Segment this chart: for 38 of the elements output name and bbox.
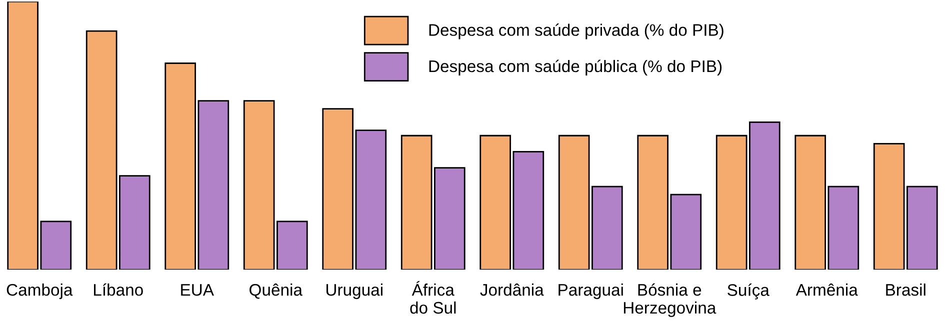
- bar: [716, 134, 748, 270]
- bar: [40, 220, 72, 270]
- bar: [119, 175, 150, 270]
- bar: [873, 142, 905, 270]
- x-tick-label: Armênia: [796, 283, 858, 296]
- bar: [7, 2, 38, 270]
- x-tick-label: Bósnia e Herzegovina: [624, 283, 716, 318]
- bar: [322, 108, 354, 270]
- bar: [558, 134, 590, 270]
- bar: [592, 186, 623, 270]
- x-tick-label: Quênia: [250, 283, 302, 299]
- x-tick-label: Camboja: [6, 284, 73, 300]
- bar: [637, 134, 668, 270]
- bar: [512, 151, 544, 270]
- bar: [749, 122, 780, 270]
- bar: [828, 186, 860, 270]
- bar: [670, 194, 702, 270]
- bar: [355, 130, 387, 270]
- bar: [164, 62, 196, 270]
- bar: [243, 100, 275, 270]
- x-tick-label: África do Sul: [410, 281, 456, 314]
- bar: [86, 30, 118, 270]
- bar: [480, 134, 511, 270]
- x-tick-label: Brasil: [886, 284, 926, 296]
- x-tick-label: Uruguai: [326, 284, 382, 300]
- x-tick-label: Suíça: [728, 284, 770, 300]
- legend-label: Despesa com saúde privada (% do PIB): [429, 24, 724, 40]
- bar: [794, 134, 826, 270]
- x-tick-label: Paraguai: [558, 284, 623, 300]
- bar: [906, 186, 938, 270]
- bar: [434, 167, 466, 270]
- legend-label: Despesa com saúde pública (% do PIB): [429, 60, 722, 76]
- x-tick-label: Jordânia: [480, 283, 544, 296]
- x-tick-label: Líbano: [94, 283, 143, 296]
- bar: [276, 220, 308, 270]
- x-tick-label: EUA: [181, 284, 214, 296]
- bar: [198, 100, 230, 270]
- bar: [400, 134, 432, 270]
